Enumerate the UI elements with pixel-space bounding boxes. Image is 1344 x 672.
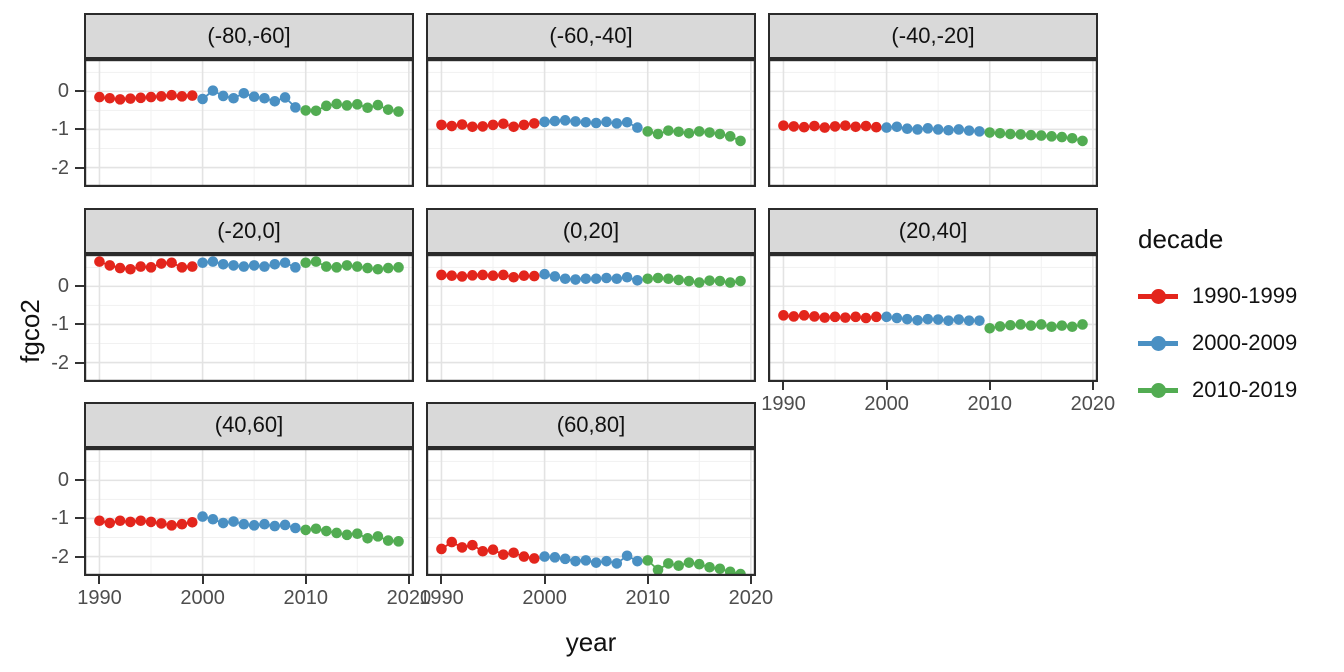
facet-strip-label: (20,40] xyxy=(898,218,968,243)
x-tick xyxy=(440,576,443,584)
x-tick-label: 2000 xyxy=(864,393,909,415)
facet-strip-(40,60]: (40,60] xyxy=(84,402,414,448)
y-tick xyxy=(75,90,84,93)
facet-panel-(-60,-40] xyxy=(426,59,756,187)
x-tick xyxy=(988,382,991,390)
y-tick xyxy=(75,361,84,364)
y-tick-label: -2 xyxy=(51,156,69,179)
legend-label: 2000-2009 xyxy=(1192,330,1298,355)
y-tick-label: -2 xyxy=(51,351,69,374)
y-tick-label: -1 xyxy=(51,507,69,530)
x-tick xyxy=(98,576,101,584)
y-tick xyxy=(75,166,84,169)
x-tick xyxy=(749,576,752,584)
facet-strip-label: (0,20] xyxy=(562,218,620,243)
y-tick xyxy=(75,479,84,482)
y-tick xyxy=(75,517,84,520)
facet-strip-label: (-60,-40] xyxy=(549,23,633,48)
y-tick-label: -1 xyxy=(51,313,69,336)
facet-strip-(-40,-20]: (-40,-20] xyxy=(768,13,1098,59)
x-tick-label: 2010 xyxy=(283,587,328,609)
x-tick xyxy=(407,576,410,584)
facet-strip-label: (-80,-60] xyxy=(207,23,291,48)
x-tick xyxy=(1091,382,1094,390)
facet-strip-(-20,0]: (-20,0] xyxy=(84,208,414,254)
legend-entry-2000-2009: 2000-2009 xyxy=(1138,328,1297,358)
x-tick-label: 1990 xyxy=(419,587,464,609)
facet-panel-(0,20] xyxy=(426,254,756,382)
facet-strip-label: (40,60] xyxy=(214,412,284,437)
legend-key-icon xyxy=(1138,281,1178,311)
y-tick xyxy=(75,555,84,558)
legend-label: 2010-2019 xyxy=(1192,377,1298,402)
x-tick-label: 2000 xyxy=(180,587,225,609)
y-tick xyxy=(75,285,84,288)
x-tick-label: 1990 xyxy=(761,393,806,415)
x-tick-label: 2020 xyxy=(386,587,432,609)
facet-panel-(-20,0] xyxy=(84,254,414,382)
x-tick-label: 2020 xyxy=(728,587,774,609)
x-tick xyxy=(304,576,307,584)
facet-strip-(20,40]: (20,40] xyxy=(768,208,1098,254)
facet-panel-(60,80] xyxy=(426,448,756,576)
x-tick-label: 2000 xyxy=(522,587,567,609)
x-axis-title: year xyxy=(565,627,617,657)
x-tick xyxy=(201,576,204,584)
y-tick-label: 0 xyxy=(57,275,69,298)
x-tick xyxy=(885,382,888,390)
x-tick xyxy=(782,382,785,390)
x-tick xyxy=(646,576,649,584)
facet-strip-(-80,-60]: (-80,-60] xyxy=(84,13,414,59)
x-tick-label: 2010 xyxy=(967,393,1012,415)
legend-title: decade xyxy=(1138,224,1224,254)
y-tick-label: 0 xyxy=(57,469,69,492)
legend: decade 1990-1999 2000-2009 2010-2019 xyxy=(1138,224,1297,422)
y-tick xyxy=(75,323,84,326)
facet-panel-(20,40] xyxy=(768,254,1098,382)
y-tick xyxy=(75,128,84,131)
y-tick-label: 0 xyxy=(57,80,69,103)
facet-strip-label: (60,80] xyxy=(556,412,626,437)
legend-entry-1990-1999: 1990-1999 xyxy=(1138,281,1297,311)
facet-strip-label: (-20,0] xyxy=(217,218,281,243)
facet-panel-(40,60] xyxy=(84,448,414,576)
y-tick-label: -2 xyxy=(51,545,69,568)
legend-label: 1990-1999 xyxy=(1192,283,1298,308)
x-tick xyxy=(543,576,546,584)
y-tick-label: -1 xyxy=(51,118,69,141)
facet-strip-(0,20]: (0,20] xyxy=(426,208,756,254)
x-tick-label: 1990 xyxy=(77,587,122,609)
facet-strip-label: (-40,-20] xyxy=(891,23,975,48)
facet-panel-(-40,-20] xyxy=(768,59,1098,187)
x-tick-label: 2010 xyxy=(625,587,670,609)
legend-key-icon xyxy=(1138,328,1178,358)
facet-strip-(-60,-40]: (-60,-40] xyxy=(426,13,756,59)
legend-key-icon xyxy=(1138,375,1178,405)
facet-strip-(60,80]: (60,80] xyxy=(426,402,756,448)
legend-entry-2010-2019: 2010-2019 xyxy=(1138,375,1297,405)
facet-panel-(-80,-60] xyxy=(84,59,414,187)
x-tick-label: 2020 xyxy=(1070,393,1116,415)
